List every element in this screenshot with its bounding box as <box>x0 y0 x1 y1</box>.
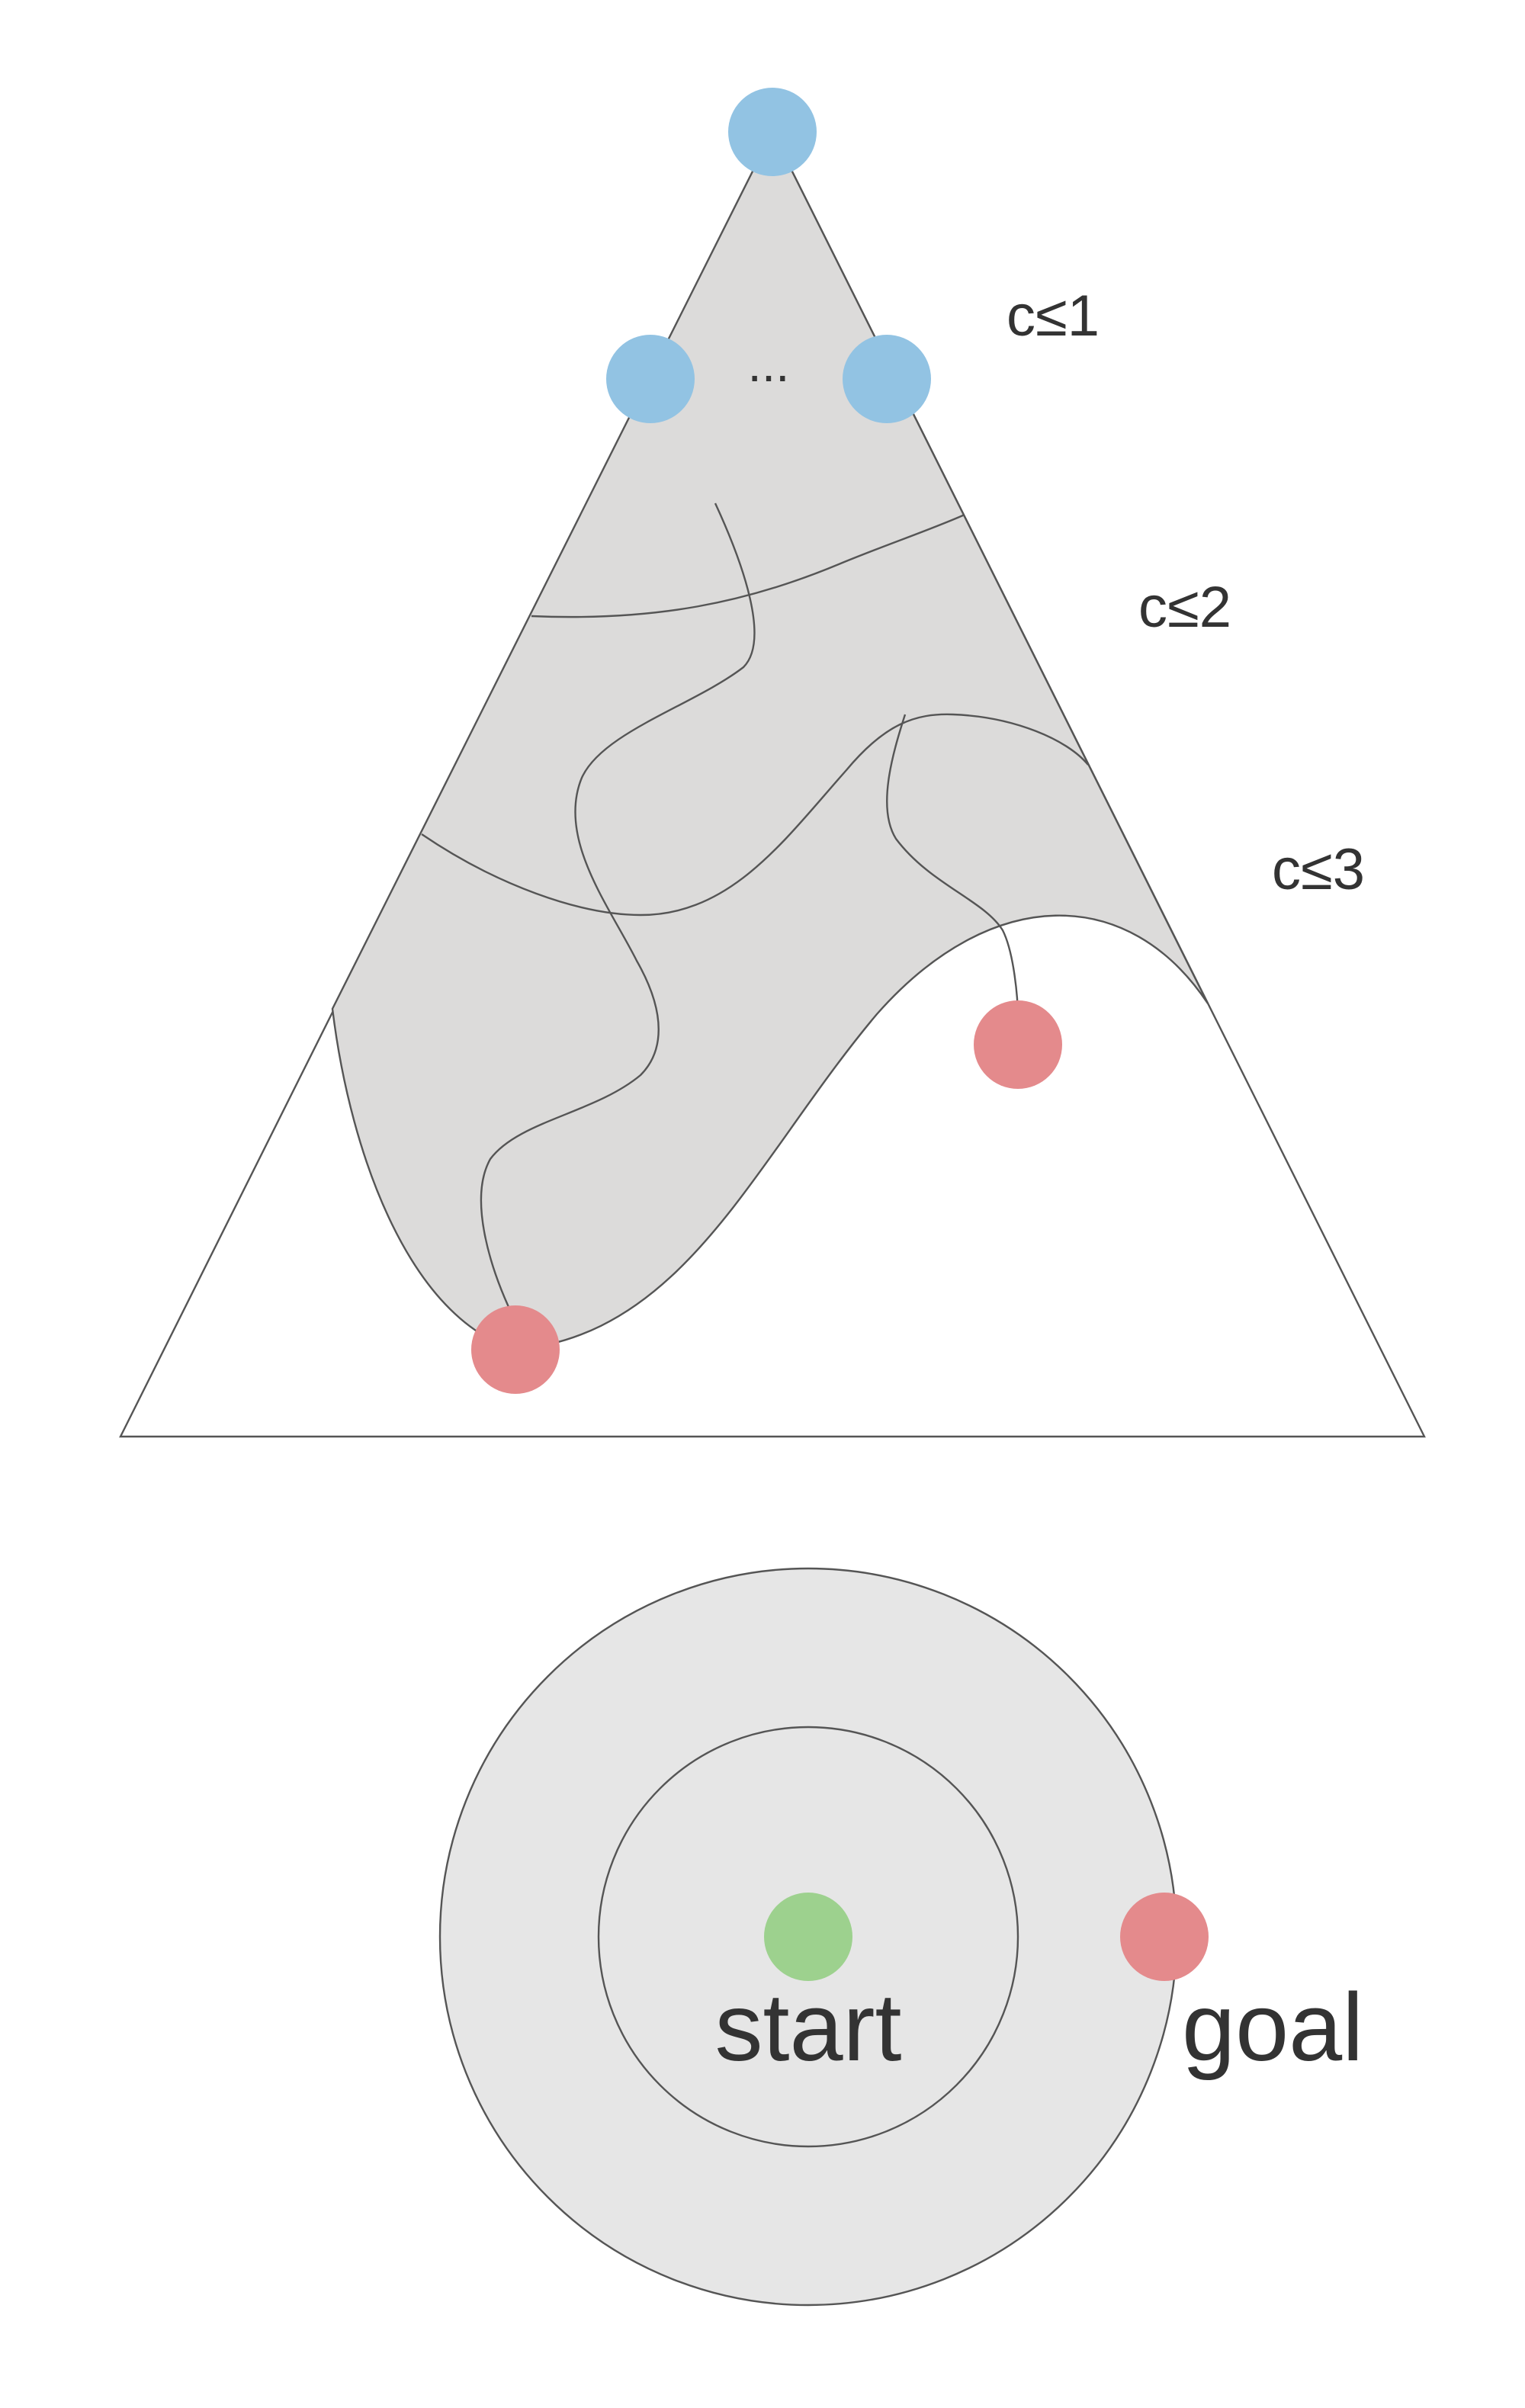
branch-path-left <box>480 502 756 1322</box>
cost-level-label-1: c≤1 <box>1006 284 1100 348</box>
cost-level-label-3: c≤3 <box>1272 837 1365 902</box>
ellipsis-label: ... <box>747 336 789 392</box>
child-node-right <box>843 335 931 423</box>
leaf-node-bottom <box>471 1305 560 1394</box>
cost-level-label-2: c≤2 <box>1138 575 1231 640</box>
search-disc: start goal <box>438 1567 1363 2307</box>
cost-boundary-1 <box>531 513 965 618</box>
cost-boundary-2 <box>421 713 1089 917</box>
start-node <box>764 1893 852 1981</box>
root-node <box>728 88 817 176</box>
search-tree: ... c≤1 c≤2 c≤3 <box>119 88 1426 1438</box>
branch-path-right <box>886 714 1019 1019</box>
goal-label: goal <box>1182 1973 1363 2081</box>
child-node-left <box>606 335 695 423</box>
goal-node <box>1120 1893 1209 1981</box>
explored-region <box>331 130 1209 1351</box>
start-label: start <box>714 1973 901 2081</box>
leaf-node-right <box>974 1000 1062 1089</box>
